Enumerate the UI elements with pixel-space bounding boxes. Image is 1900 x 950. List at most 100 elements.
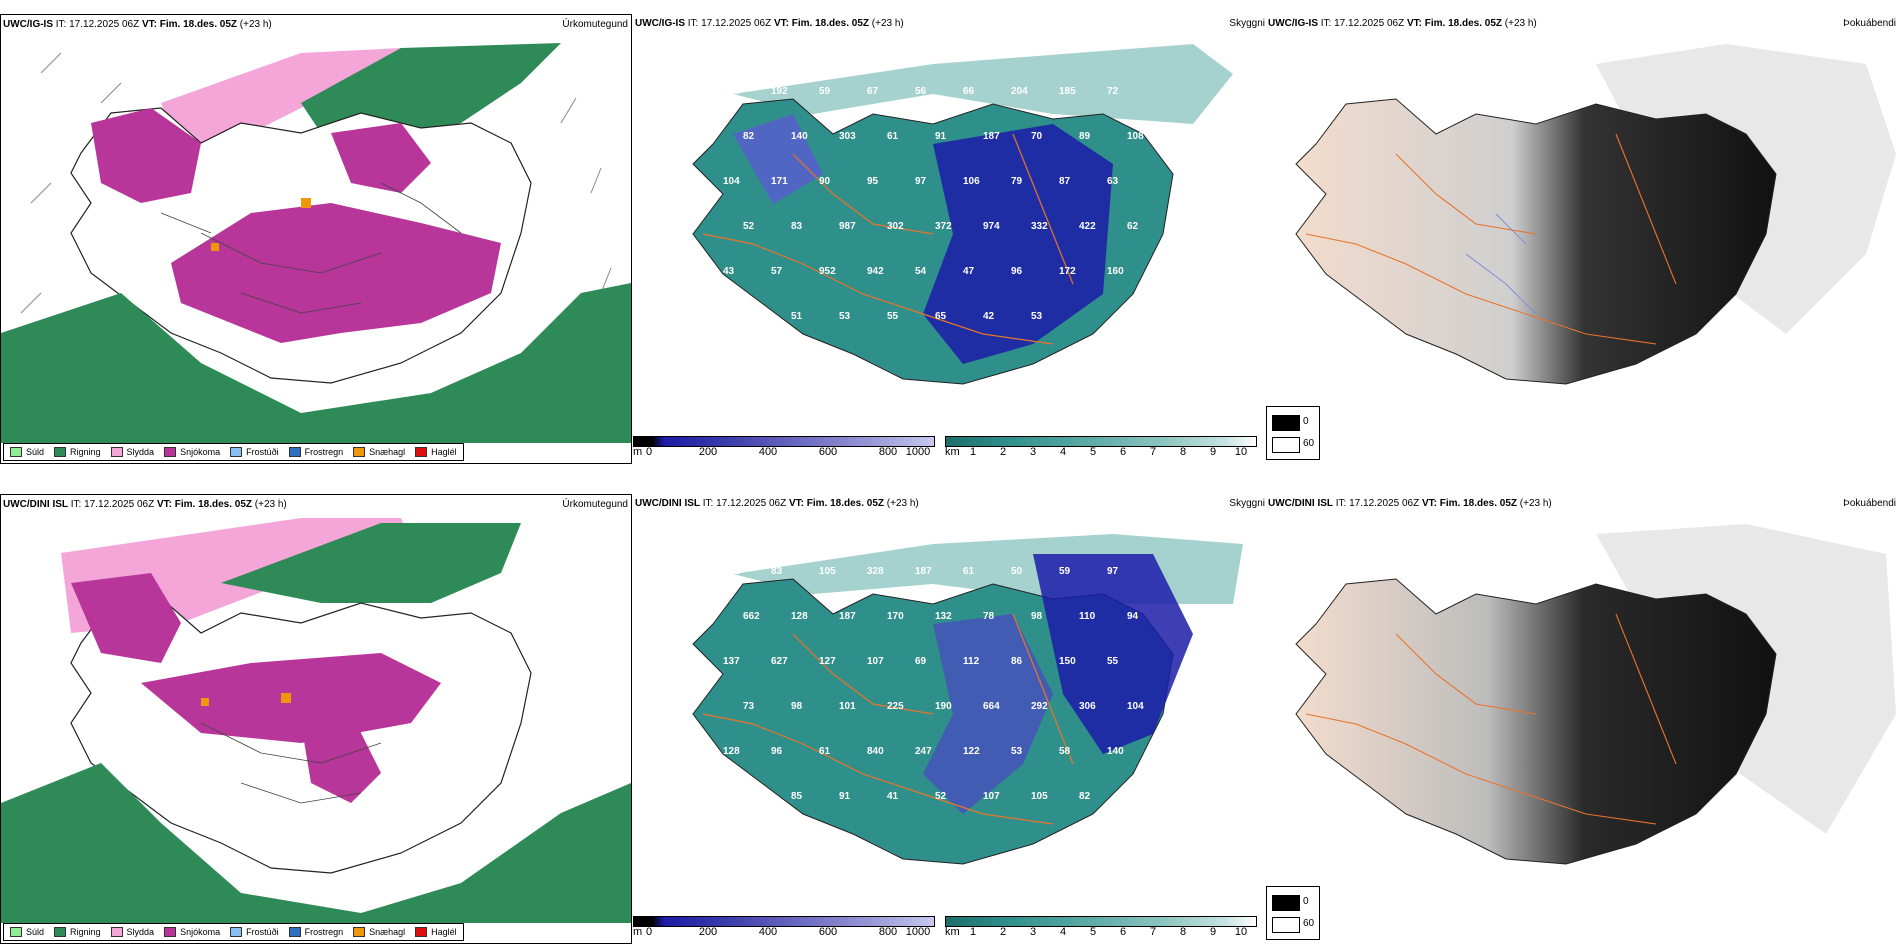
- legend-item-snow: Snjókoma: [164, 927, 220, 937]
- visibility-value-label: 662: [743, 611, 760, 622]
- visibility-value-label: 172: [1059, 266, 1076, 277]
- visibility-value-label: 87: [1059, 176, 1071, 187]
- visibility-value-label: 61: [887, 131, 899, 142]
- visibility-value-label: 292: [1031, 701, 1048, 712]
- vt-value: Fim. 18.des. 05Z: [1439, 498, 1518, 509]
- fog-panel: UWC/DINI ISL IT: 17.12.2025 06Z VT: Fim.…: [1266, 494, 1900, 944]
- visibility-value-label: 97: [1107, 566, 1119, 577]
- cloudbase-colorbar: m 0 200 400 600 800 1000: [633, 916, 935, 944]
- lead-time: (+23 h): [254, 499, 287, 510]
- visibility-value-label: 664: [983, 701, 1000, 712]
- visibility-value-label: 128: [791, 611, 808, 622]
- legend-item-snow: Snjókoma: [164, 447, 220, 457]
- hail-spot: [211, 243, 219, 251]
- visibility-value-label: 63: [1107, 176, 1119, 187]
- visibility-value-label: 79: [1011, 176, 1023, 187]
- visibility-value-label: 55: [887, 311, 899, 322]
- legend-item-rain: Rigning: [54, 927, 101, 937]
- visibility-value-label: 190: [723, 86, 740, 97]
- visibility-value-label: 55: [1107, 656, 1119, 667]
- visibility-value-label: 97: [915, 176, 927, 187]
- visibility-value-label: 83: [791, 221, 803, 232]
- visibility-value-label: 128: [723, 746, 740, 757]
- visibility-value-label: 110: [1079, 611, 1096, 622]
- visibility-unit: km: [945, 926, 960, 938]
- visibility-value-label: 52: [935, 791, 947, 802]
- legend-item-rain: Rigning: [54, 447, 101, 457]
- cloudbase-gradient: [633, 436, 935, 447]
- visibility-value-label: 42: [983, 311, 995, 322]
- model-name: UWC/DINI ISL: [1268, 498, 1333, 509]
- panel-title: Skyggni: [1229, 498, 1265, 509]
- visibility-value-label: 105: [1031, 791, 1048, 802]
- visibility-value-label: 192: [771, 86, 788, 97]
- visibility-value-label: 47: [963, 266, 975, 277]
- panel-header: UWC/IG-IS IT: 17.12.2025 06Z VT: Fim. 18…: [1268, 18, 1537, 30]
- visibility-value-label: 73: [743, 701, 755, 712]
- visibility-gradient: [945, 916, 1257, 927]
- visibility-value-label: 120: [1127, 791, 1144, 802]
- visibility-colorbar: km 1 2 3 4 5 6 7 8 9 10: [945, 916, 1257, 944]
- lead-time: (+23 h): [886, 498, 919, 509]
- fog-legend-top: 0: [1303, 896, 1309, 907]
- visibility-value-label: 67: [867, 86, 879, 97]
- visibility-value-label: 85: [791, 791, 803, 802]
- it-label: IT:: [687, 18, 699, 29]
- panel-header: UWC/IG-IS IT: 17.12.2025 06Z VT: Fim. 18…: [635, 18, 904, 30]
- fog-panel: UWC/IG-IS IT: 17.12.2025 06Z VT: Fim. 18…: [1266, 14, 1900, 464]
- visibility-value-label: 78: [983, 611, 995, 622]
- model-name: UWC/DINI ISL: [635, 498, 700, 509]
- visibility-value-label: 59: [1059, 566, 1071, 577]
- visibility-value-label: 422: [1079, 221, 1096, 232]
- visibility-value-label: 69: [915, 656, 927, 667]
- legend-item-sleet: Slydda: [110, 927, 154, 937]
- visibility-value-label: 57: [771, 836, 783, 847]
- legend-item-snow-pellets: Snæhagl: [353, 447, 405, 457]
- it-value: 17.12.2025 06Z: [1349, 498, 1420, 509]
- hail-spot: [301, 198, 311, 208]
- precip-type-panel: UWC/DINI ISL IT: 17.12.2025 06Z VT: Fim.…: [0, 494, 632, 944]
- visibility-value-label: 204: [1011, 86, 1028, 97]
- cloudbase-gradient: [633, 916, 935, 927]
- vt-value: Fim. 18.des. 05Z: [159, 19, 238, 30]
- visibility-value-label: 104: [1127, 701, 1144, 712]
- fog-legend-bottom: 60: [1303, 438, 1315, 449]
- visibility-map: 161 83 105 328 187 61 50 59 97 662 128 187 170 132 78 9…: [633, 514, 1263, 914]
- legend-item-hail: Haglél: [415, 927, 457, 937]
- fog-legend-top: 0: [1303, 416, 1309, 427]
- visibility-value-label: 59: [819, 86, 831, 97]
- visibility-value-label: 53: [1011, 746, 1023, 757]
- lead-time: (+23 h): [239, 19, 272, 30]
- lead-time: (+23 h): [871, 18, 904, 29]
- visibility-value-label: 372: [935, 221, 952, 232]
- fog-legend-bottom: 60: [1303, 918, 1315, 929]
- visibility-value-label: 170: [887, 611, 904, 622]
- visibility-value-label: 112: [963, 656, 980, 667]
- visibility-value-label: 110: [743, 311, 760, 322]
- visibility-value-label: 160: [1107, 266, 1124, 277]
- model-name: UWC/DINI ISL: [3, 499, 68, 510]
- it-value: 17.12.2025 06Z: [716, 498, 787, 509]
- hail-spot: [201, 698, 209, 706]
- visibility-value-label: 332: [1031, 221, 1048, 232]
- legend-item-freezing-drizzle: Frostúði: [230, 447, 279, 457]
- vt-value: Fim. 18.des. 05Z: [791, 18, 870, 29]
- legend-item-freezing-rain: Frostregn: [288, 927, 343, 937]
- fog-legend: 0 60: [1266, 886, 1320, 940]
- visibility-value-label: 98: [1031, 611, 1043, 622]
- visibility-value-label: 96: [1011, 266, 1023, 277]
- lead-time: (+23 h): [1504, 18, 1537, 29]
- legend-item-sleet: Slydda: [110, 447, 154, 457]
- visibility-value-label: 815: [743, 791, 760, 802]
- it-value: 17.12.2025 06Z: [69, 19, 140, 30]
- it-label: IT:: [702, 498, 714, 509]
- cloudbase-colorbar: m 0 200 400 600 800 1000: [633, 436, 935, 464]
- visibility-value-label: 66: [723, 836, 735, 847]
- visibility-value-label: 90: [819, 176, 831, 187]
- visibility-value-label: 122: [963, 746, 980, 757]
- legend-item-snow-pellets: Snæhagl: [353, 927, 405, 937]
- row-1: UWC/IG-IS IT: 17.12.2025 06Z VT: Fim. 18…: [0, 14, 1900, 464]
- it-value: 17.12.2025 06Z: [84, 499, 155, 510]
- visibility-colorbar: km 1 2 3 4 5 6 7 8 9 10: [945, 436, 1257, 464]
- vt-label: VT:: [141, 19, 157, 30]
